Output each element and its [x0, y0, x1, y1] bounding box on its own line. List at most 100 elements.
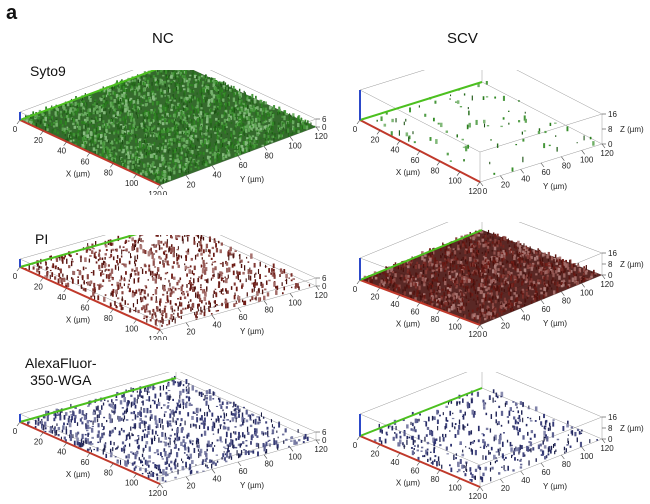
- biofilm-floor: [20, 70, 316, 185]
- y-tick-label: 0: [163, 190, 168, 195]
- y-tick-label: 60: [542, 468, 551, 477]
- y-axis-line: [19, 235, 138, 268]
- z-tick-label: 6: [322, 274, 327, 283]
- x-tick-label: 120: [148, 489, 162, 498]
- x-tick-label: 80: [431, 166, 440, 175]
- y-tick-label: 80: [265, 151, 274, 160]
- y-tick-label: 40: [213, 171, 222, 180]
- y-tick-label: 40: [521, 174, 530, 183]
- x-tick-label: 0: [353, 285, 358, 294]
- z-tick-label: 16: [608, 413, 617, 422]
- plot-box: [19, 235, 317, 331]
- row-label-syto9: Syto9: [30, 63, 66, 79]
- y-tick-label: 80: [265, 306, 274, 315]
- y-tick-label: 20: [187, 180, 196, 189]
- y-tick-label: 40: [521, 476, 530, 485]
- x-tick-label: 80: [104, 168, 113, 177]
- y-axis-line: [19, 70, 158, 121]
- x-tick-label: 40: [391, 146, 400, 155]
- x-tick-label: 0: [13, 125, 18, 134]
- biofilm-cells: [20, 375, 309, 482]
- y-tick-label: 40: [521, 313, 530, 322]
- y-tick-label: 60: [542, 168, 551, 177]
- y-tick-label: 80: [562, 162, 571, 171]
- biofilm-cells: [24, 235, 311, 327]
- z-axis-label: Z (µm): [620, 424, 644, 433]
- z-tick-label: 16: [608, 249, 617, 258]
- x-tick-label: 60: [411, 308, 420, 317]
- x-tick-label: 0: [13, 427, 18, 436]
- x-tick-label: 60: [81, 458, 90, 467]
- z-tick-label: 6: [322, 115, 327, 124]
- y-tick-label: 20: [501, 322, 510, 331]
- x-tick-label: 120: [468, 330, 482, 339]
- x-tick-label: 80: [431, 475, 440, 484]
- y-tick-label: 20: [187, 482, 196, 491]
- x-tick-label: 40: [57, 147, 66, 156]
- z-axis-label: Z (µm): [620, 125, 644, 134]
- x-tick-label: 60: [411, 467, 420, 476]
- y-tick-label: 0: [483, 330, 488, 339]
- x-axis-label: X (µm): [396, 168, 420, 177]
- y-tick-label: 120: [600, 280, 614, 289]
- y-tick-label: 20: [501, 484, 510, 493]
- y-tick-label: 120: [314, 291, 328, 300]
- y-axis-line: [19, 377, 177, 423]
- y-tick-label: 100: [580, 452, 594, 461]
- x-axis-label: X (µm): [66, 170, 90, 179]
- y-axis-label: Y (µm): [543, 182, 567, 191]
- x-tick-label: 20: [371, 135, 380, 144]
- y-axis-line: [359, 81, 483, 121]
- y-tick-label: 100: [288, 142, 302, 151]
- x-tick-label: 80: [104, 468, 113, 477]
- y-axis-label: Y (µm): [240, 481, 264, 490]
- x-tick-label: 20: [34, 283, 43, 292]
- biofilm-cells: [363, 229, 597, 325]
- y-tick-label: 60: [239, 467, 248, 476]
- x-tick-label: 60: [411, 156, 420, 165]
- x-tick-label: 100: [125, 479, 139, 488]
- row-label-pi: PI: [35, 231, 49, 247]
- y-tick-label: 80: [562, 460, 571, 469]
- x-tick-label: 100: [448, 323, 462, 332]
- x-tick-label: 100: [448, 177, 462, 186]
- x-axis-label: X (µm): [66, 470, 90, 479]
- x-axis-label: X (µm): [396, 320, 420, 329]
- x-tick-label: 120: [468, 187, 482, 195]
- z-tick-label: 8: [608, 260, 613, 269]
- x-tick-label: 0: [13, 272, 18, 281]
- x-tick-label: 40: [391, 300, 400, 309]
- y-tick-label: 80: [562, 297, 571, 306]
- z-tick-label: 0: [322, 282, 327, 291]
- y-axis-line: [359, 387, 483, 437]
- x-tick-label: 80: [431, 315, 440, 324]
- x-tick-label: 120: [468, 492, 482, 501]
- x-tick-label: 20: [34, 437, 43, 446]
- y-tick-label: 0: [163, 489, 168, 498]
- x-tick-label: 60: [81, 158, 90, 167]
- z-tick-label: 0: [322, 123, 327, 132]
- y-tick-label: 120: [314, 132, 328, 141]
- y-tick-label: 80: [265, 460, 274, 469]
- biofilm-cells: [373, 389, 599, 483]
- z-tick-label: 0: [608, 140, 613, 149]
- x-tick-label: 0: [353, 441, 358, 450]
- y-tick-label: 120: [600, 149, 614, 158]
- x-tick-label: 0: [353, 125, 358, 134]
- z-axis-label: Z (µm): [620, 260, 644, 269]
- x-tick-label: 120: [148, 190, 162, 195]
- x-axis-label: X (µm): [66, 316, 90, 325]
- x-tick-label: 80: [104, 314, 113, 323]
- y-tick-label: 100: [288, 298, 302, 307]
- y-tick-label: 100: [580, 155, 594, 164]
- y-tick-label: 0: [483, 187, 488, 195]
- y-tick-label: 60: [239, 313, 248, 322]
- y-axis-label: Y (µm): [240, 175, 264, 184]
- column-header-scv: SCV: [447, 30, 478, 47]
- y-axis-line: [359, 229, 483, 281]
- x-tick-label: 40: [57, 293, 66, 302]
